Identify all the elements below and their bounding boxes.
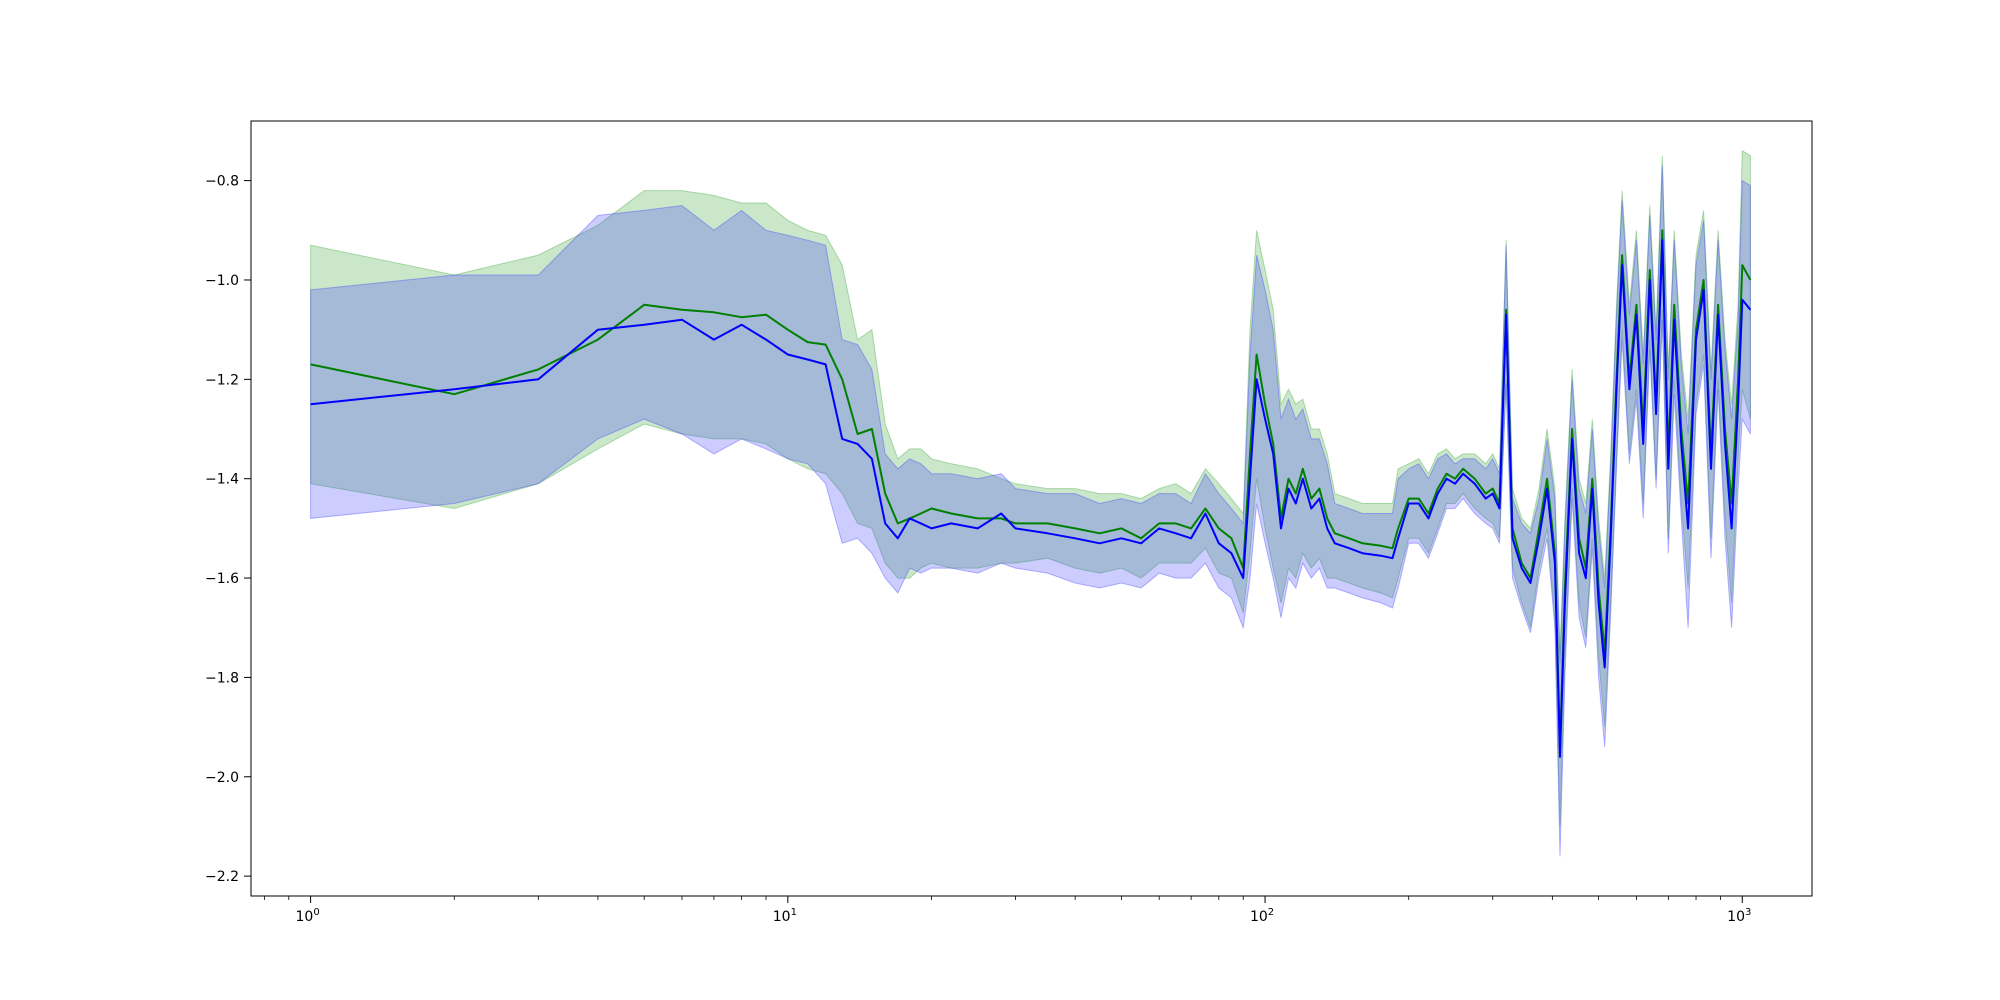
y-tick-label: −2.0	[205, 770, 239, 786]
y-tick-label: −0.8	[205, 174, 239, 190]
y-tick-label: −2.2	[205, 869, 239, 885]
x-tick-label: 103	[1727, 907, 1751, 925]
x-tick-label: 100	[296, 907, 320, 925]
line-series-2	[310, 239, 1752, 758]
y-tick-label: −1.4	[205, 472, 239, 488]
y-tick-label: −1.8	[205, 670, 239, 686]
x-tick-label: 101	[773, 907, 797, 925]
plot-frame	[250, 120, 1813, 897]
band-series-2	[310, 165, 1751, 857]
x-tick-label: 102	[1250, 907, 1274, 925]
x-axis: 100 101 102 103	[263, 896, 1751, 925]
confidence-bands	[310, 149, 1751, 857]
y-axis: −0.8 −1.0 −1.2 −1.4 −1.6 −1.8 −2.0 −2.2	[205, 174, 251, 885]
series-lines	[310, 229, 1752, 758]
y-tick-label: −1.2	[205, 372, 239, 388]
y-tick-label: −1.6	[205, 571, 239, 587]
band-series-1	[310, 149, 1751, 827]
y-tick-label: −1.0	[205, 273, 239, 289]
